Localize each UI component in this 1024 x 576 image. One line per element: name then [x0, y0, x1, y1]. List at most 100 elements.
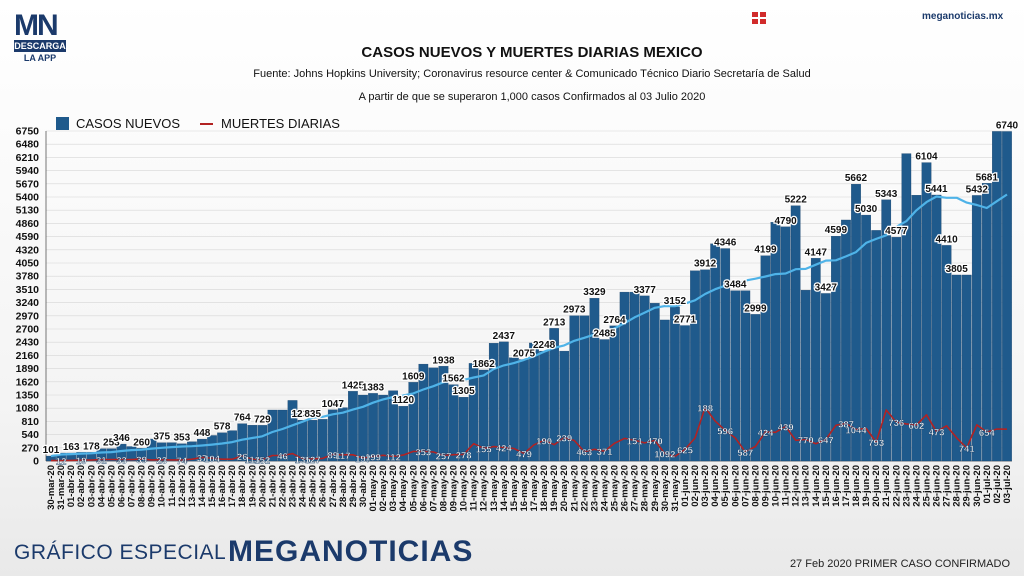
x-tick-label: 15-jun-20 [821, 465, 832, 507]
x-tick-label: 17-jun-20 [841, 465, 852, 507]
bar [237, 423, 248, 462]
data-label-deaths: 39 [136, 455, 147, 466]
x-tick-label: 11-may-20 [469, 465, 480, 511]
data-label-deaths: 741 [959, 444, 976, 455]
x-tick-label: 06-abr-20 [117, 465, 128, 507]
x-tick-label: 19-jun-20 [861, 465, 872, 507]
data-label-deaths: 46 [277, 452, 288, 463]
bar [891, 237, 902, 462]
data-label-cases: 729 [254, 414, 271, 425]
x-tick-label: 13-jun-20 [801, 465, 812, 507]
bar [599, 339, 610, 462]
x-tick-label: 10-abr-20 [157, 465, 168, 507]
bar [267, 409, 278, 462]
x-tick-label: 18-may-20 [539, 465, 550, 511]
legend: CASOS NUEVOS MUERTES DIARIAS [56, 116, 340, 131]
legend-label-deaths: MUERTES DIARIAS [221, 116, 340, 131]
x-tick-label: 02-jul-20 [992, 465, 1003, 504]
bar [307, 420, 318, 462]
x-tick-label: 04-jun-20 [710, 465, 721, 507]
bar [177, 443, 187, 462]
data-label-deaths: 127 [305, 455, 321, 466]
x-tick-label: 03-may-20 [388, 465, 399, 511]
data-label-cases: 1383 [362, 382, 385, 393]
x-tick-label: 16-abr-20 [217, 465, 228, 507]
data-label-cases: 253 [103, 438, 120, 449]
bar [106, 448, 117, 462]
data-label-cases: 353 [173, 433, 190, 444]
data-label-deaths: 424 [758, 428, 775, 439]
y-tick-label: 4590 [16, 231, 40, 243]
x-tick-label: 06-jun-20 [730, 465, 741, 507]
x-tick-label: 08-jun-20 [750, 465, 761, 507]
data-label-deaths: 479 [516, 449, 532, 460]
bar [780, 226, 791, 462]
site-url[interactable]: meganoticias.mx [922, 11, 1004, 22]
bar [217, 432, 227, 462]
bar [971, 195, 982, 462]
x-axis-ticks: 30-mar-20 31-mar-20 01-abr-20 02-abr-20 03-a… [46, 465, 1013, 511]
bar [901, 153, 912, 462]
bar [368, 393, 378, 462]
data-label-cases: 4147 [805, 247, 828, 258]
x-tick-label: 17-abr-20 [227, 465, 238, 507]
x-tick-label: 10-jun-20 [771, 465, 782, 507]
bar [96, 448, 107, 462]
data-label-deaths: 278 [456, 450, 472, 461]
bar [961, 274, 972, 462]
bar [921, 162, 932, 462]
bar [519, 359, 529, 462]
data-label-deaths: 199 [365, 453, 381, 464]
data-label-cases: 2764 [603, 315, 626, 326]
bar [126, 446, 137, 462]
chart-title: CASOS NUEVOS Y MUERTES DIARIAS MEXICO [361, 44, 703, 61]
bar [821, 293, 831, 462]
bar [207, 435, 217, 462]
x-tick-label: 21-jun-20 [881, 465, 892, 507]
data-label-cases: 2248 [533, 340, 556, 351]
x-tick-label: 29-abr-20 [348, 465, 359, 507]
data-label-cases: 4199 [754, 245, 777, 256]
bar [227, 430, 237, 462]
bar [388, 390, 398, 462]
logo-app: LA APP [23, 53, 57, 63]
y-gridlines [46, 130, 1012, 462]
x-tick-label: 14-may-20 [499, 465, 510, 511]
bar [327, 409, 338, 462]
bar [750, 314, 761, 462]
bar [418, 363, 429, 462]
bar [851, 184, 861, 462]
x-tick-label: 11-jun-20 [781, 465, 792, 506]
bar [992, 131, 1002, 462]
x-tick-label: 08-may-20 [439, 465, 450, 511]
bar [710, 243, 720, 462]
data-label-cases: 4790 [774, 216, 797, 227]
meganoticias-logo[interactable]: MN DESCARGA LA APP [14, 11, 66, 63]
data-label-deaths: 74 [177, 456, 188, 467]
bar [569, 315, 580, 462]
bar [740, 290, 751, 462]
x-tick-label: 10-may-20 [459, 465, 470, 511]
data-label-deaths: 736 [888, 418, 904, 429]
y-tick-label: 1890 [16, 363, 40, 375]
x-tick-label: 23-jun-20 [901, 465, 912, 507]
x-tick-label: 15-may-20 [509, 465, 520, 511]
x-tick-label: 29-jun-20 [962, 465, 973, 507]
data-label-deaths: 89 [328, 450, 339, 461]
data-label-cases: 2075 [513, 349, 536, 360]
x-tick-label: 03-abr-20 [86, 465, 97, 507]
data-label-deaths: 257 [436, 452, 452, 463]
chart-source: Fuente: Johns Hopkins University; Corona… [253, 68, 811, 80]
x-tick-label: 24-may-20 [600, 465, 611, 511]
bar [670, 306, 680, 462]
y-tick-label: 540 [21, 429, 39, 441]
x-tick-label: 11-abr-20 [167, 465, 178, 507]
data-label-cases: 1047 [322, 399, 345, 410]
bar [1002, 131, 1012, 462]
data-label-cases: 5030 [855, 204, 878, 215]
legend-swatch-deaths [200, 122, 214, 125]
bar [338, 407, 348, 462]
